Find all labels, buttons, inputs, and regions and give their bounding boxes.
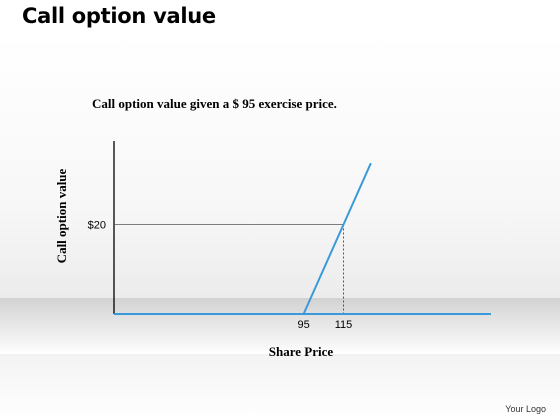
x-axis-title: Share Price xyxy=(269,344,334,359)
y-tick-label: $20 xyxy=(88,220,106,232)
x-tick-label: 115 xyxy=(335,319,353,331)
slide-title: Call option value xyxy=(22,4,216,28)
x-tick-labels: 95 115 xyxy=(297,319,352,331)
x-tick-label: 95 xyxy=(297,319,309,331)
background-band xyxy=(0,298,560,354)
chart-title: Call option value given a $ 95 exercise … xyxy=(92,96,337,111)
content-area xyxy=(0,36,560,420)
footer-logo: Your Logo xyxy=(505,404,546,414)
payoff-line xyxy=(302,162,372,315)
y-tick-labels: $20 xyxy=(88,220,106,232)
y-axis-title: Call option value xyxy=(54,168,69,263)
